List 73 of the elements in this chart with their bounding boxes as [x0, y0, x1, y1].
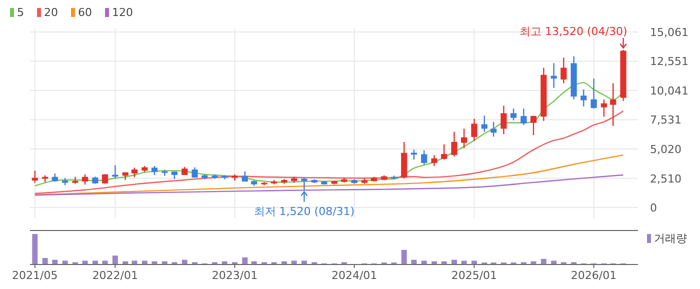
x-tick-label: 2022/01: [92, 269, 138, 282]
candlestick: [131, 167, 138, 178]
bar: [92, 260, 98, 264]
y-tick-label: 15,061: [650, 26, 688, 39]
x-tick-label: 2021/05: [12, 269, 58, 282]
bar: [441, 261, 447, 264]
bar: [461, 260, 467, 264]
bar: [142, 260, 148, 264]
bar: [32, 234, 38, 264]
bar: [102, 260, 108, 264]
bar: [222, 261, 228, 264]
candlestick: [471, 118, 478, 142]
y-tick-label: 12,551: [650, 55, 688, 68]
bar: [411, 260, 417, 264]
line-series: [34, 154, 624, 196]
candlestick: [441, 144, 448, 160]
bar: [551, 260, 557, 264]
bar: [451, 260, 457, 264]
legend-label: 20: [44, 6, 58, 19]
annotation: 최고 13,520 (04/30): [519, 24, 628, 38]
bar: [471, 260, 477, 264]
bar: [82, 260, 88, 264]
line-series: [34, 110, 624, 194]
legend-label: 5: [17, 6, 24, 19]
candlestick: [530, 115, 537, 136]
legend-label: 60: [78, 6, 92, 19]
bar: [182, 260, 188, 264]
y-tick-label: 5,020: [650, 142, 682, 156]
bar: [62, 260, 68, 264]
bar: [112, 256, 118, 264]
candlestick: [301, 178, 308, 190]
x-tick-label: 2023/01: [212, 269, 258, 282]
bar: [401, 250, 407, 264]
candlestick: [500, 105, 507, 135]
candlestick: [520, 108, 527, 126]
bar: [152, 261, 158, 264]
y-tick-label: 10,041: [650, 84, 688, 98]
bar: [251, 261, 257, 264]
candlestick: [600, 98, 607, 118]
candlestick: [421, 150, 428, 166]
candlestick: [590, 78, 597, 110]
candlestick: [431, 154, 438, 167]
bar: [162, 261, 168, 264]
candlestick: [560, 57, 567, 84]
bar: [291, 260, 297, 264]
bar: [432, 261, 437, 264]
bar: [281, 261, 287, 264]
legend-label: 120: [112, 6, 133, 19]
bar: [242, 257, 248, 264]
candlestick: [82, 174, 88, 186]
line-series: [34, 174, 624, 196]
bar: [42, 258, 48, 264]
bar: [540, 258, 546, 264]
candlestick: [490, 121, 497, 138]
x-tick-label: 2024/01: [331, 269, 378, 282]
y-tick-label: 2,510: [650, 172, 682, 186]
bar: [52, 260, 58, 264]
candlestick: [461, 128, 468, 149]
y-tick-label: 0: [650, 202, 657, 215]
candlestick: [410, 149, 417, 160]
bar: [122, 261, 128, 264]
candlestick: [451, 131, 458, 158]
bar: [421, 260, 427, 264]
y-tick-label: 7,531: [650, 114, 682, 127]
annotation: 최저 1,520 (08/31): [254, 204, 355, 218]
legend-label: 거래량: [654, 232, 687, 245]
bar: [132, 260, 138, 264]
candlestick: [610, 82, 616, 127]
candlestick: [510, 108, 517, 121]
x-tick-label: 2025/01: [451, 269, 498, 282]
x-tick-label: 2026/01: [570, 269, 617, 282]
bar: [301, 260, 307, 264]
candlestick: [580, 88, 587, 108]
